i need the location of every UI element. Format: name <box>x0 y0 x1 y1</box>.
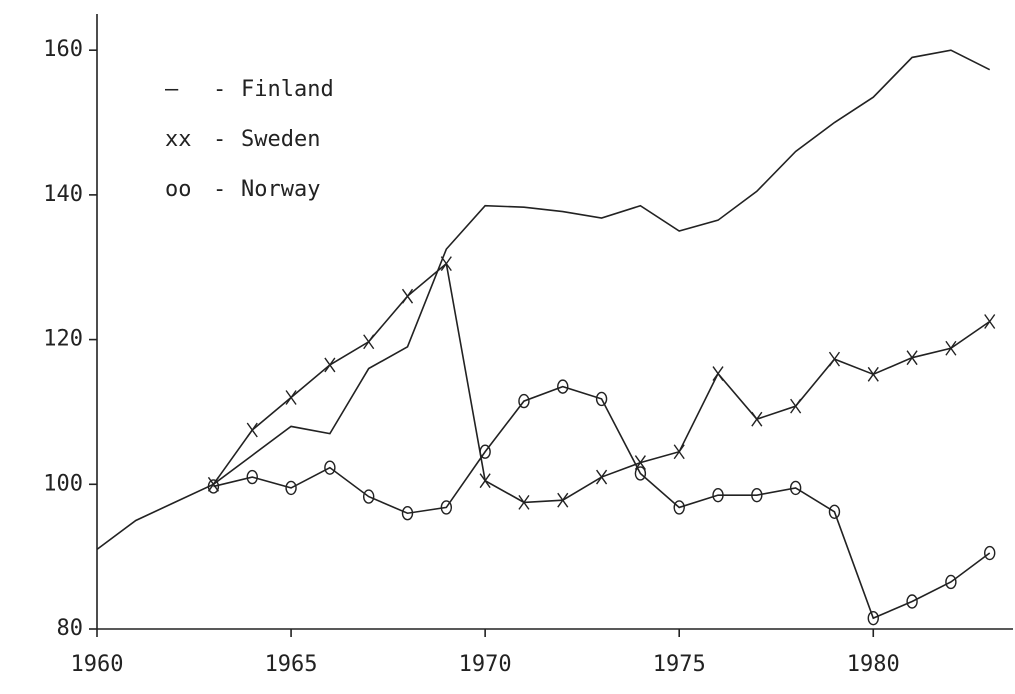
marker-o <box>285 480 297 496</box>
x-tick-label: 1960 <box>71 652 124 677</box>
x-tick-label: 1975 <box>653 652 706 677</box>
marker-x <box>440 256 452 272</box>
x-tick-label: 1965 <box>265 652 318 677</box>
marker-o <box>518 393 530 409</box>
series-line <box>96 49 991 551</box>
legend-label: Norway <box>241 177 320 202</box>
marker-o <box>984 545 996 561</box>
marker-o <box>906 594 918 609</box>
marker-x <box>479 473 491 489</box>
marker-x <box>673 444 685 460</box>
marker-o <box>634 466 647 481</box>
marker-x <box>401 288 414 304</box>
marker-o <box>595 391 608 407</box>
marker-o <box>207 479 220 494</box>
series-line <box>212 262 991 504</box>
y-tick-label: 120 <box>43 327 83 352</box>
series-line <box>213 385 991 620</box>
marker-o <box>789 480 802 496</box>
marker-o <box>246 469 258 485</box>
y-tick-label: 160 <box>43 37 83 62</box>
marker-x <box>518 494 530 510</box>
legend-symbol: — <box>165 77 179 102</box>
marker-x <box>363 334 375 350</box>
y-tick-label: 140 <box>43 182 83 207</box>
marker-x <box>596 469 608 485</box>
legend-symbol: xx <box>165 127 192 152</box>
marker-o <box>401 506 414 521</box>
marker-o <box>751 487 763 503</box>
legend-separator: - <box>213 177 226 202</box>
marker-x <box>557 492 569 508</box>
marker-x <box>828 351 841 367</box>
marker-x <box>324 357 336 373</box>
marker-x <box>984 314 996 329</box>
marker-o <box>867 610 879 626</box>
marker-x <box>712 366 724 382</box>
marker-o <box>712 487 724 503</box>
x-tick-label: 1970 <box>459 652 512 677</box>
marker-o <box>945 574 957 590</box>
legend-separator: - <box>213 77 226 102</box>
marker-o <box>557 379 569 394</box>
marker-x <box>751 411 763 427</box>
legend-label: Finland <box>241 77 334 102</box>
marker-x <box>906 350 918 366</box>
marker-x <box>285 390 297 405</box>
marker-x <box>867 366 879 382</box>
y-tick-label: 80 <box>57 616 84 641</box>
marker-o <box>324 460 336 475</box>
marker-x <box>246 422 258 438</box>
marker-o <box>828 504 841 519</box>
legend-label: Sweden <box>241 127 320 152</box>
legend-symbol: oo <box>165 177 192 202</box>
y-tick-label: 100 <box>43 471 83 496</box>
marker-x <box>207 476 220 492</box>
marker-o <box>479 444 491 459</box>
x-tick-label: 1980 <box>847 652 900 677</box>
marker-x <box>945 340 957 356</box>
marker-o <box>362 489 375 504</box>
marker-o <box>440 500 453 515</box>
marker-x <box>790 398 802 414</box>
marker-o <box>673 500 685 515</box>
legend-separator: - <box>213 127 226 152</box>
